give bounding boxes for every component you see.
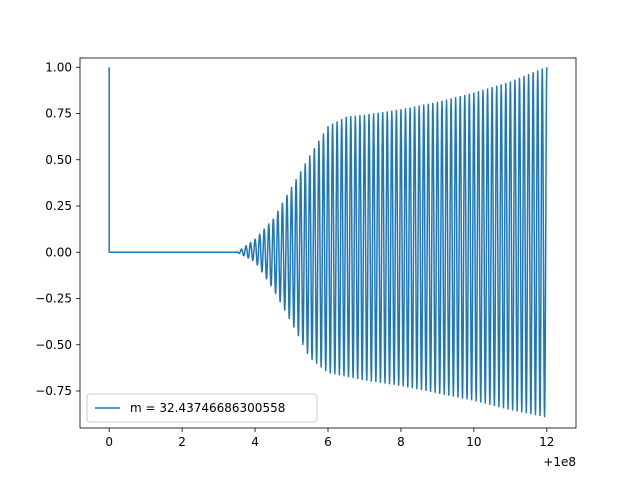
x-tick-label: 6 xyxy=(324,435,332,449)
y-tick-label: −0.75 xyxy=(35,384,72,398)
x-tick-label: 4 xyxy=(251,435,259,449)
y-tick-label: 0.50 xyxy=(45,153,72,167)
y-tick-label: 1.00 xyxy=(45,60,72,74)
x-tick-label: 12 xyxy=(539,435,554,449)
x-tick-label: 0 xyxy=(105,435,113,449)
y-tick-label: 0.00 xyxy=(45,245,72,259)
legend-label: m = 32.43746686300558 xyxy=(130,401,285,415)
y-tick-label: 0.75 xyxy=(45,107,72,121)
x-axis: 0 2 4 6 8 10 12 xyxy=(105,428,554,449)
y-tick-label: −0.50 xyxy=(35,338,72,352)
y-tick-label: 0.25 xyxy=(45,199,72,213)
series-line xyxy=(108,67,548,418)
y-axis: −0.75 −0.50 −0.25 0.00 0.25 0.50 0.75 1.00 xyxy=(35,60,80,398)
legend-box xyxy=(86,393,318,423)
x-tick-label: 10 xyxy=(466,435,481,449)
x-tick-label: 8 xyxy=(397,435,405,449)
x-offset-label: +1e8 xyxy=(543,455,576,469)
series-layer xyxy=(108,67,548,418)
legend: m = 32.43746686300558 xyxy=(86,393,318,423)
x-tick-label: 2 xyxy=(178,435,186,449)
y-tick-label: −0.25 xyxy=(35,292,72,306)
